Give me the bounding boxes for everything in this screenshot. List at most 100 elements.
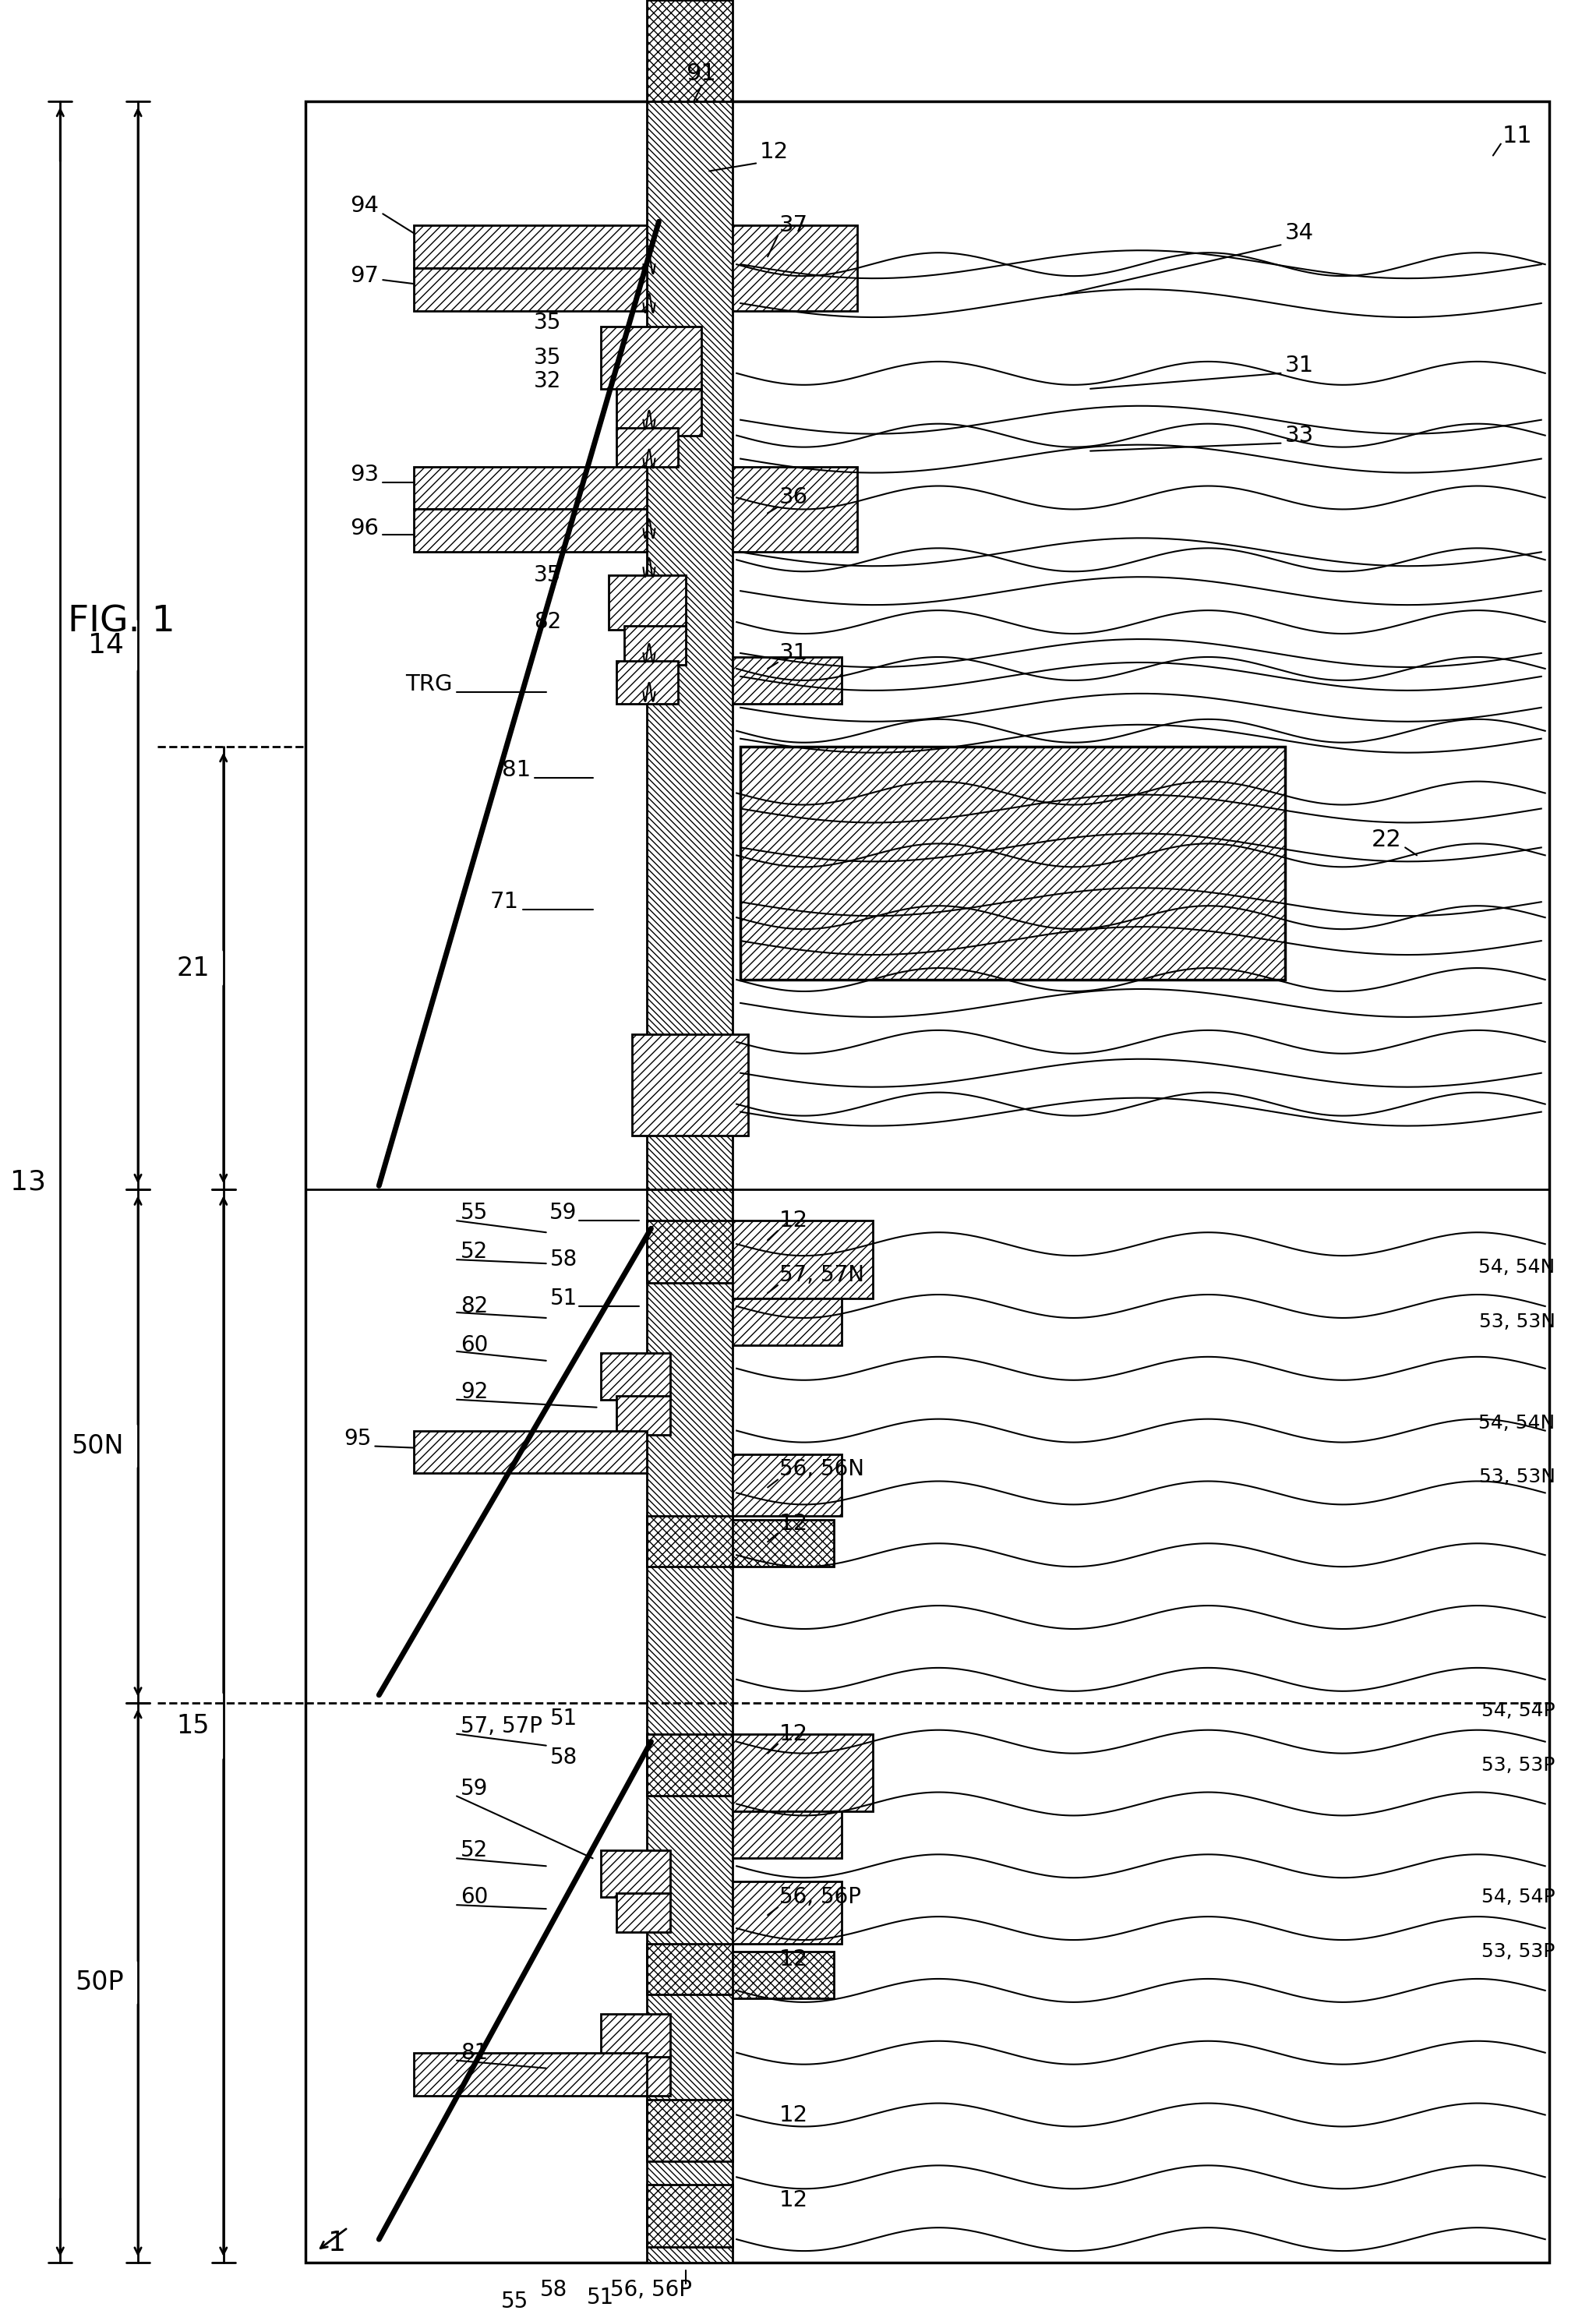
- Text: 51: 51: [587, 2286, 614, 2309]
- Text: 54, 54N: 54, 54N: [1478, 1259, 1555, 1277]
- Text: 57, 57N: 57, 57N: [779, 1263, 865, 1287]
- Text: 81: 81: [501, 759, 530, 780]
- Text: 11: 11: [1502, 125, 1532, 148]
- Bar: [646, 2099, 733, 2161]
- Text: 32: 32: [535, 370, 562, 391]
- Text: 12: 12: [779, 1948, 808, 1969]
- Text: 56, 56P: 56, 56P: [610, 2279, 693, 2300]
- Text: 81: 81: [461, 2041, 488, 2064]
- Text: 50N: 50N: [72, 1432, 124, 1460]
- Bar: [733, 1881, 841, 1944]
- Text: 59: 59: [549, 1201, 578, 1224]
- Text: 1: 1: [329, 2231, 346, 2256]
- Text: 97: 97: [350, 266, 378, 287]
- Bar: [616, 428, 678, 467]
- Bar: [616, 1893, 670, 1932]
- Bar: [413, 224, 646, 268]
- Text: 92: 92: [461, 1381, 488, 1402]
- Bar: [733, 224, 857, 310]
- Text: 54, 54P: 54, 54P: [1481, 1701, 1555, 1719]
- Text: 71: 71: [490, 891, 519, 912]
- Bar: [600, 1851, 670, 1897]
- Bar: [616, 662, 678, 703]
- Bar: [741, 747, 1285, 979]
- Bar: [413, 509, 646, 553]
- Bar: [646, 102, 733, 1189]
- Bar: [646, 1733, 733, 1796]
- Bar: [624, 625, 686, 664]
- Text: 31: 31: [1285, 354, 1314, 377]
- Text: 53, 53N: 53, 53N: [1479, 1467, 1555, 1486]
- Bar: [733, 1951, 833, 1999]
- Text: 22: 22: [1371, 828, 1401, 852]
- Text: 60: 60: [461, 1335, 488, 1356]
- Text: 35: 35: [535, 347, 562, 368]
- Text: 54, 54P: 54, 54P: [1481, 1888, 1555, 1907]
- Text: 12: 12: [779, 1513, 808, 1534]
- Bar: [733, 1812, 841, 1858]
- Text: 13: 13: [10, 1169, 46, 1194]
- Bar: [413, 268, 646, 310]
- Bar: [733, 1453, 841, 1516]
- Text: 91: 91: [686, 62, 717, 86]
- Bar: [733, 1222, 873, 1298]
- Text: 34: 34: [1285, 222, 1314, 245]
- Text: 82: 82: [535, 611, 562, 634]
- Bar: [600, 1354, 670, 1400]
- Text: 12: 12: [779, 2103, 808, 2127]
- Bar: [305, 102, 1550, 2263]
- Text: 52: 52: [461, 1840, 488, 1860]
- Text: 33: 33: [1285, 423, 1314, 447]
- Text: 36: 36: [779, 486, 808, 509]
- Bar: [733, 657, 841, 703]
- Text: 31: 31: [779, 643, 808, 664]
- Text: 56, 56P: 56, 56P: [779, 1886, 862, 1909]
- Bar: [733, 1733, 873, 1812]
- Text: 21: 21: [176, 956, 209, 981]
- Text: 53, 53P: 53, 53P: [1481, 1941, 1555, 1960]
- Text: 53, 53N: 53, 53N: [1479, 1312, 1555, 1331]
- Text: 12: 12: [779, 2189, 808, 2212]
- Bar: [733, 1520, 833, 1567]
- Text: 58: 58: [549, 1747, 578, 1768]
- Text: 51: 51: [549, 1708, 578, 1729]
- Text: 55: 55: [501, 2291, 528, 2312]
- Bar: [646, 1189, 733, 2263]
- Bar: [632, 1034, 749, 1136]
- Text: TRG: TRG: [405, 673, 453, 694]
- Text: 12: 12: [760, 141, 788, 162]
- Bar: [646, 1222, 733, 1282]
- Text: 15: 15: [176, 1712, 209, 1740]
- Bar: [413, 1430, 646, 1474]
- Text: 51: 51: [549, 1287, 578, 1310]
- Bar: [646, 1944, 733, 1995]
- Text: 57, 57P: 57, 57P: [461, 1715, 543, 1738]
- Text: 58: 58: [539, 2279, 568, 2300]
- Bar: [733, 467, 857, 553]
- Text: 95: 95: [343, 1428, 372, 1449]
- Text: 56, 56N: 56, 56N: [779, 1458, 865, 1481]
- Text: 35: 35: [535, 565, 562, 585]
- Text: 52: 52: [461, 1240, 488, 1263]
- Text: 12: 12: [779, 1210, 808, 1231]
- Text: 93: 93: [350, 463, 378, 486]
- Text: 35: 35: [535, 312, 562, 333]
- Bar: [616, 2057, 670, 2096]
- Text: 37: 37: [779, 215, 808, 236]
- Bar: [600, 2013, 670, 2059]
- Bar: [608, 576, 686, 629]
- Text: 58: 58: [549, 1250, 578, 1270]
- Text: 82: 82: [461, 1296, 488, 1317]
- Text: 54, 54N: 54, 54N: [1478, 1414, 1555, 1432]
- Text: 14: 14: [88, 632, 124, 659]
- Text: 60: 60: [461, 1886, 488, 1909]
- Text: 50P: 50P: [75, 1969, 124, 1995]
- Text: 94: 94: [350, 194, 378, 218]
- Text: 55: 55: [461, 1201, 488, 1224]
- Bar: [616, 1395, 670, 1435]
- Bar: [413, 2053, 646, 2096]
- Bar: [616, 389, 702, 435]
- Text: 59: 59: [461, 1777, 488, 1800]
- Bar: [733, 1298, 841, 1344]
- Text: FIG. 1: FIG. 1: [69, 604, 176, 639]
